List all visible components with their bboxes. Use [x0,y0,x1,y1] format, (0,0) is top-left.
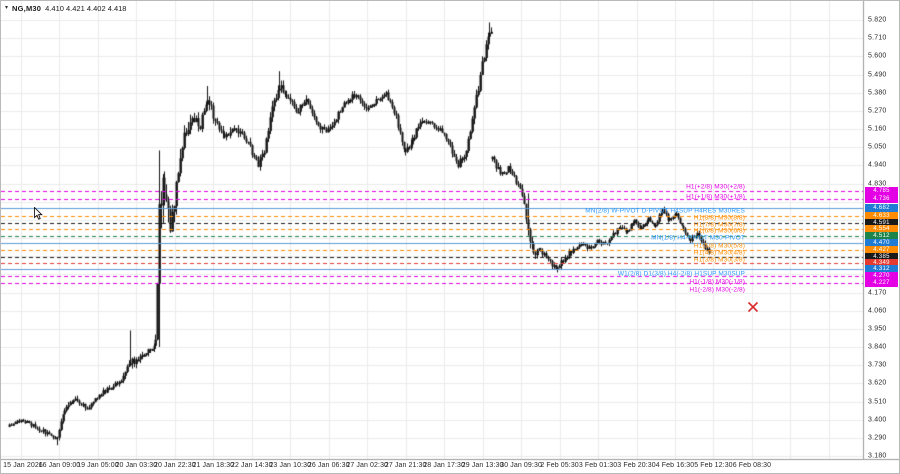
level-label-text: H1(3/8) M30(3/8) [693,256,745,264]
price-tick-label: 5.270 [868,107,887,115]
level-price-badge: 4.427 [865,246,898,255]
symbol-timeframe-label: NG,M30 [12,3,42,13]
mouse-cursor-icon [34,207,43,220]
price-tick-label: 5.050 [868,143,887,151]
time-tick-label: 4 Feb 16:30 [655,462,695,469]
sell-marker-x-icon[interactable] [747,301,759,313]
chart-title: ▾ NG,M30 4.410 4.421 4.402 4.418 [5,3,126,13]
level-label-text: H1(+2/8) M30(+2/8) [686,183,745,191]
price-tick-label: 5.490 [868,71,887,78]
price-tick-label: 3.730 [868,361,887,369]
time-tick-label: 29 Jan 13:30 [461,462,504,469]
time-tick-label: 19 Jan 05:00 [77,462,119,469]
level-price-badge: 4.349 [865,258,898,267]
price-tick-label: 3.180 [868,452,887,460]
price-tick-label: 4.170 [868,289,887,296]
price-tick-label: 5.380 [868,89,887,97]
price-tick-label: 3.510 [868,398,887,405]
level-price-badge: 4.736 [865,195,898,204]
price-tick-label: 3.290 [868,434,887,442]
chart-collapse-icon[interactable]: ▾ [5,5,9,11]
price-tick-label: 3.950 [868,325,887,333]
price-tick-label: 4.940 [868,161,887,169]
ohlc-readout: 4.410 4.421 4.402 4.418 [45,3,127,13]
level-price-badge: 4.633 [865,212,898,221]
level-price-badge: 4.270 [865,271,898,280]
level-label-text: W1(2/8) D1(3/8) H4(-2/8) H1SUP M30SUP [617,270,745,278]
level-label-text: H1(+1/8) M30(+1/8) [686,193,745,201]
price-tick-label: 4.060 [868,307,887,315]
price-tick-label: 4.830 [868,180,887,187]
time-tick-label: 27 Jan 02:30 [346,462,389,469]
price-tick-label: 5.600 [868,52,887,60]
level-price-badge: 4.682 [865,203,898,212]
price-tick-label: 3.620 [868,379,887,387]
level-label-text: H1(-1/8) M30(-1/8) [689,278,745,286]
time-tick-label: 23 Jan 10:30 [269,462,312,469]
level-label-text: H1(8/8) M30(8/8) [693,214,745,222]
time-tick-label: 3 Feb 01:30 [578,462,618,469]
time-tick-label: 3 Feb 20:30 [617,462,656,469]
time-tick-label: 15 Jan 2026 [3,462,43,469]
time-tick-label: 30 Jan 09:30 [500,462,542,469]
time-tick-label: 21 Jan 18:30 [192,462,235,469]
level-price-badge: 4.785 [865,186,898,195]
level-price-badge: 4.591 [865,218,898,227]
level-price-badge: 4.554 [865,225,898,234]
level-price-badge: 4.385 [865,252,898,261]
time-tick-label: 2 Feb 05:30 [540,462,579,469]
level-label-text: MN(1/8) H4-PIVOT M30-PIVOT [651,234,745,242]
time-tick-label: 6 Feb 08:30 [732,462,772,469]
level-label-text: MN(2/8) W-PIVOT D-PIVOT H4SUP H4RES M30R… [585,207,745,215]
level-label-text: H1(7/8) M30(7/8) [693,221,745,229]
level-label-text: H1(4/8) M30(4/8) [693,249,745,257]
level-price-badge: 4.312 [865,265,898,274]
time-tick-label: 16 Jan 09:00 [38,462,81,469]
level-label-text: H1(-2/8) M30(-2/8) [689,286,745,294]
price-tick-label: 5.710 [868,34,887,42]
price-tick-label: 5.820 [868,16,887,24]
level-price-badge: 4.512 [865,232,898,241]
level-price-badge: 4.470 [865,238,898,247]
price-tick-label: 3.840 [868,343,887,351]
time-tick-label: 22 Jan 14:30 [230,462,273,469]
level-price-badge: 4.227 [865,279,898,288]
time-tick-label: 26 Jan 06:30 [307,462,350,469]
level-label-text: H1(6/8) M30(6/8) [693,227,745,235]
time-tick-label: 27 Jan 21:30 [384,462,427,469]
time-tick-label: 20 Jan 22:30 [154,462,196,469]
price-tick-label: 3.400 [868,416,887,424]
time-tick-label: 28 Jan 17:30 [423,462,465,469]
time-tick-label: 20 Jan 03:30 [115,462,158,469]
level-label-text: H1(5/8) M30(5/8) [693,242,745,250]
price-tick-label: 5.160 [868,125,887,133]
time-tick-label: 5 Feb 12:30 [694,462,733,469]
